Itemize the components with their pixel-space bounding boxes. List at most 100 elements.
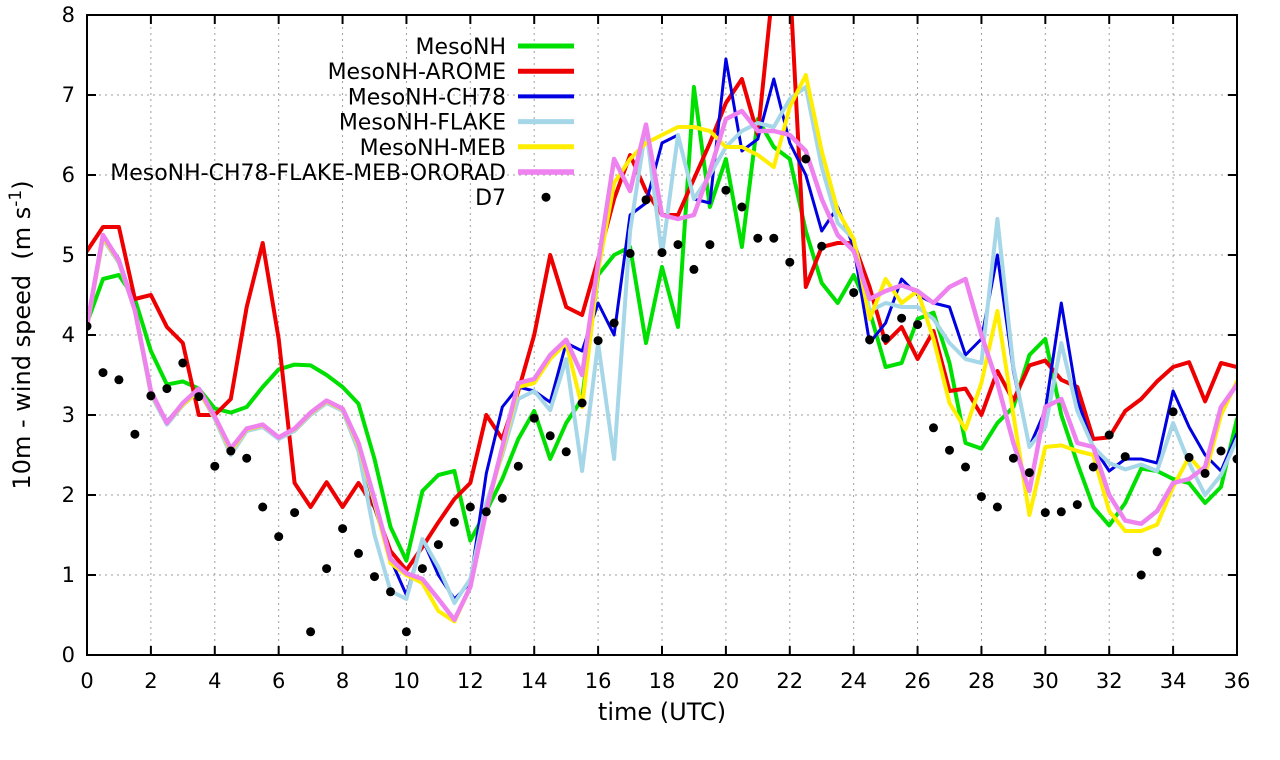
obs-dot	[929, 423, 938, 433]
x-tick-label: 26	[904, 669, 931, 693]
obs-dot	[322, 564, 332, 574]
axes	[86, 14, 1238, 656]
x-tick-label: 22	[776, 669, 803, 693]
obs-dot	[721, 185, 731, 195]
legend-marker-dot	[541, 192, 551, 202]
obs-dot	[689, 264, 699, 274]
legend-label: MesoNH-CH78-FLAKE-MEB-ORORAD	[110, 161, 506, 186]
obs-dot	[178, 358, 188, 368]
obs-dot	[961, 462, 970, 472]
y-tick-label: 5	[62, 243, 75, 267]
y-tick-label: 0	[62, 643, 75, 667]
obs-dot	[705, 240, 715, 250]
x-tick-label: 0	[80, 669, 93, 693]
obs-dot	[1104, 430, 1114, 440]
obs-dot	[881, 333, 891, 343]
obs-dot	[210, 461, 220, 471]
obs-dot	[529, 413, 539, 423]
obs-dot	[370, 572, 379, 582]
y-tick-label: 1	[62, 563, 75, 587]
legend-item-mesonh-meb: MesoNH-MEB	[360, 136, 574, 161]
x-tick-label: 12	[457, 669, 484, 693]
obs-dot	[290, 508, 300, 518]
obs-dot	[401, 627, 411, 637]
obs-dot	[162, 384, 172, 394]
obs-dot	[258, 502, 268, 512]
obs-dot	[561, 447, 571, 457]
obs-dot	[1232, 454, 1237, 464]
legend-label: D7	[475, 186, 506, 211]
obs-dot	[625, 248, 635, 258]
y-tick-label: 8	[62, 3, 75, 27]
x-axis-label: time (UTC)	[598, 698, 726, 726]
obs-dot	[1152, 547, 1162, 557]
legend-label: MesoNH-MEB	[360, 136, 506, 161]
legend-item-mesonh-ch78: MesoNH-CH78	[348, 85, 574, 110]
obs-dot	[130, 429, 140, 439]
obs-dot	[433, 540, 443, 550]
x-tick-label: 28	[968, 669, 995, 693]
obs-dot	[226, 446, 236, 456]
grid-lines	[87, 15, 1237, 655]
legend-item-mesonh-flake: MesoNH-FLAKE	[339, 111, 574, 136]
obs-dot	[1184, 452, 1194, 462]
obs-dot	[545, 431, 555, 441]
obs-dot	[992, 502, 1002, 512]
y-tick-label: 6	[62, 163, 75, 187]
legend-item-d7: D7	[475, 186, 551, 211]
legend-label: MesoNH-AROME	[328, 60, 506, 85]
legend-label: MesoNH	[416, 35, 506, 60]
x-tick-label: 36	[1224, 669, 1251, 693]
legend-item-mesonh: MesoNH	[416, 35, 574, 60]
obs-dot	[593, 336, 603, 346]
obs-dot	[87, 321, 92, 331]
obs-dot	[849, 288, 859, 298]
obs-dot	[1216, 446, 1226, 456]
obs-dot	[194, 392, 204, 402]
obs-dot	[865, 335, 875, 345]
tick-labels: 0 2 4 6 8 10 12 14 16 18 20 22 24 26 28 30 32 34 360123456…	[62, 3, 1251, 693]
legend-item-mesonh-ch78-flake-meb-ororad: MesoNH-CH78-FLAKE-MEB-ORORAD	[110, 161, 574, 186]
obs-dot	[945, 445, 954, 455]
x-tick-label: 24	[840, 669, 867, 693]
obs-dot	[242, 453, 252, 463]
obs-dot	[801, 154, 811, 164]
x-tick-label: 34	[1160, 669, 1187, 693]
y-axis-label: 10m - wind speed (m s-1)	[6, 180, 36, 489]
legend-label: MesoNH-CH78	[348, 85, 506, 110]
x-tick-label: 4	[208, 669, 221, 693]
obs-dot	[577, 398, 587, 408]
series-line-mesonh	[87, 85, 1237, 563]
obs-dot	[976, 492, 986, 502]
obs-dot	[1168, 407, 1178, 417]
x-tick-label: 8	[336, 669, 349, 693]
obs-dot	[769, 233, 779, 243]
x-tick-label: 10	[393, 669, 420, 693]
obs-dot	[897, 313, 907, 323]
y-tick-label: 7	[62, 83, 75, 107]
x-tick-label: 2	[144, 669, 157, 693]
x-tick-label: 30	[1032, 669, 1059, 693]
obs-dot	[338, 524, 348, 534]
obs-dot	[1136, 570, 1146, 580]
obs-dot	[609, 318, 619, 328]
y-tick-label: 2	[62, 483, 75, 507]
legend-label: MesoNH-FLAKE	[339, 111, 506, 136]
obs-dot	[449, 517, 459, 527]
legend: MesoNHMesoNH-AROMEMesoNH-CH78MesoNH-FLAK…	[110, 35, 574, 211]
x-tick-label: 18	[649, 669, 676, 693]
obs-dot	[1200, 468, 1210, 478]
y-tick-label: 4	[62, 323, 75, 347]
obs-dot	[737, 202, 747, 212]
y-tick-label: 3	[62, 403, 75, 427]
obs-dot	[465, 502, 475, 512]
obs-dot	[1088, 462, 1098, 472]
obs-dot	[481, 507, 491, 517]
x-tick-label: 6	[272, 669, 285, 693]
obs-dot	[785, 257, 795, 267]
x-tick-label: 20	[713, 669, 740, 693]
x-tick-label: 14	[521, 669, 548, 693]
series-line-mesonh-ch78-flake-meb-ororad	[87, 108, 1237, 623]
